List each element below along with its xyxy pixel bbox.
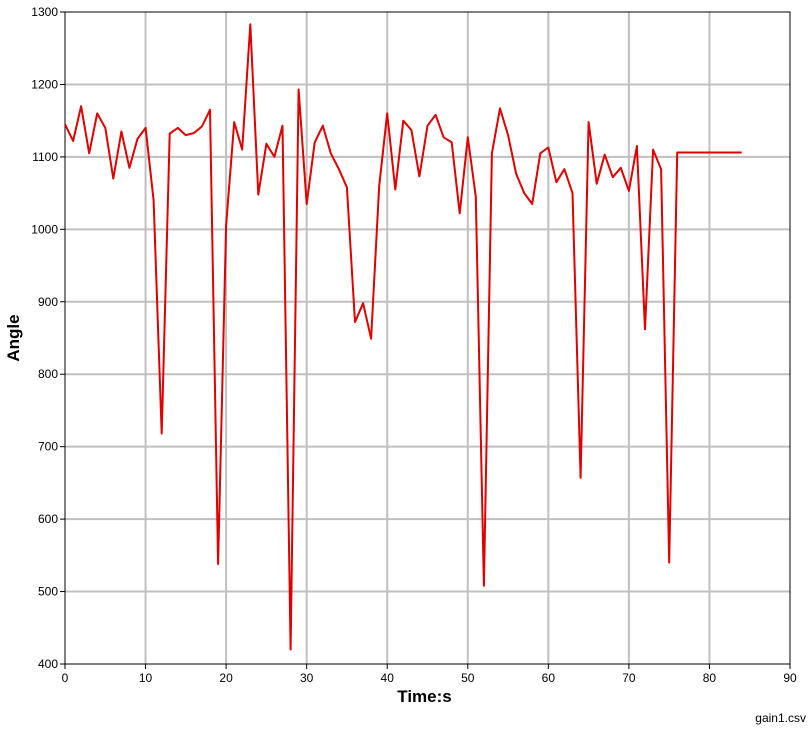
y-tick-label-5: 900 (38, 295, 58, 309)
y-tick-label-0: 400 (38, 657, 58, 671)
x-tick-label-3: 30 (300, 671, 314, 685)
x-axis-title: Time:s (397, 687, 452, 706)
grid (65, 12, 790, 664)
y-tick-label-6: 1000 (31, 222, 58, 236)
plot-frame (64, 11, 791, 665)
y-tick-label-1: 500 (38, 585, 58, 599)
y-tick-label-3: 700 (38, 440, 58, 454)
source-file-label: gain1.csv (755, 711, 806, 725)
y-tick-label-8: 1200 (31, 77, 58, 91)
x-tick-label-8: 80 (703, 671, 717, 685)
y-axis-title: Angle (4, 314, 23, 361)
y-tick-label-7: 1100 (32, 150, 58, 164)
y-tick-label-4: 800 (38, 367, 58, 381)
y-tick-label-2: 600 (38, 512, 58, 526)
series-layer (64, 23, 742, 651)
axis-ticks: 0 10 20 30 40 50 60 70 80 90 400 500 600 700 800 900 100… (31, 5, 797, 685)
x-tick-label-2: 20 (219, 671, 233, 685)
x-tick-label-0: 0 (62, 671, 69, 685)
x-tick-label-4: 40 (381, 671, 395, 685)
x-tick-label-5: 50 (461, 671, 475, 685)
series-line-0 (64, 23, 742, 651)
x-tick-label-6: 60 (542, 671, 556, 685)
x-tick-label-9: 90 (783, 671, 797, 685)
y-tick-label-9: 1300 (31, 5, 58, 19)
x-tick-label-7: 70 (622, 671, 636, 685)
x-tick-label-1: 10 (139, 671, 153, 685)
